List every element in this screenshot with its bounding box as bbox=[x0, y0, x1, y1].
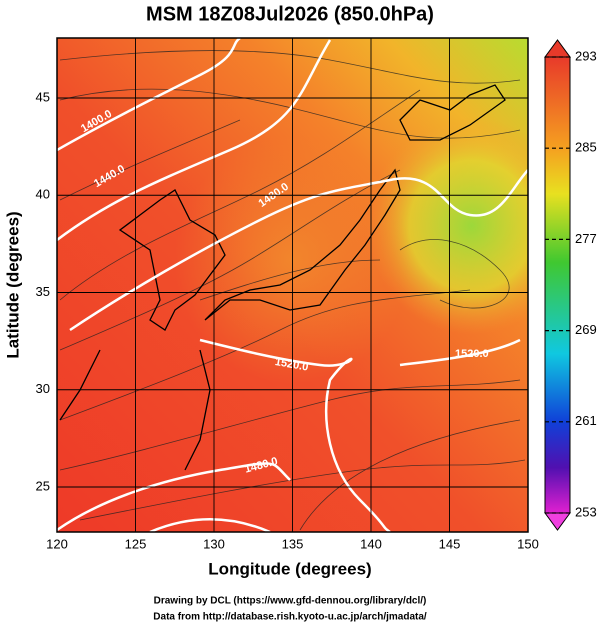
title: MSM 18Z08Jul2026 (850.0hPa) bbox=[146, 3, 434, 25]
y-tick-label: 40 bbox=[36, 187, 50, 202]
colorbar bbox=[544, 39, 571, 531]
y-axis-label: Latitude (degrees) bbox=[3, 211, 22, 358]
x-tick-label: 120 bbox=[46, 536, 68, 551]
colorbar-ticks: 253 261 269 277 285 293 bbox=[545, 48, 597, 519]
x-tick-label: 145 bbox=[439, 536, 461, 551]
colorbar-tick-label: 261 bbox=[575, 413, 597, 428]
x-axis-label: Longitude (degrees) bbox=[208, 559, 371, 578]
colorbar-tick-label: 285 bbox=[575, 140, 597, 155]
y-tick-label: 45 bbox=[36, 89, 50, 104]
x-tick-label: 140 bbox=[360, 536, 382, 551]
contour-label: 1520.0 bbox=[455, 348, 489, 360]
x-tick-label: 125 bbox=[125, 536, 147, 551]
y-tick-label: 35 bbox=[36, 284, 50, 299]
credit: Drawing by DCL (https://www.gfd-dennou.o… bbox=[154, 596, 427, 607]
y-tick-label: 25 bbox=[36, 478, 50, 493]
x-tick-label: 130 bbox=[203, 536, 225, 551]
colorbar-tick-label: 253 bbox=[575, 504, 597, 519]
colorbar-tick-label: 277 bbox=[575, 231, 597, 246]
credit: Data from http://database.rish.kyoto-u.a… bbox=[153, 612, 427, 623]
streamlines bbox=[59, 50, 526, 531]
x-tick-label: 150 bbox=[517, 536, 539, 551]
colorbar-tick-label: 269 bbox=[575, 322, 597, 337]
colorbar-tick-label: 293 bbox=[575, 48, 597, 63]
y-tick-label: 30 bbox=[36, 381, 50, 396]
x-tick-label: 135 bbox=[282, 536, 304, 551]
contour-label: 1520.0 bbox=[274, 356, 309, 374]
plot-frame bbox=[56, 37, 529, 533]
